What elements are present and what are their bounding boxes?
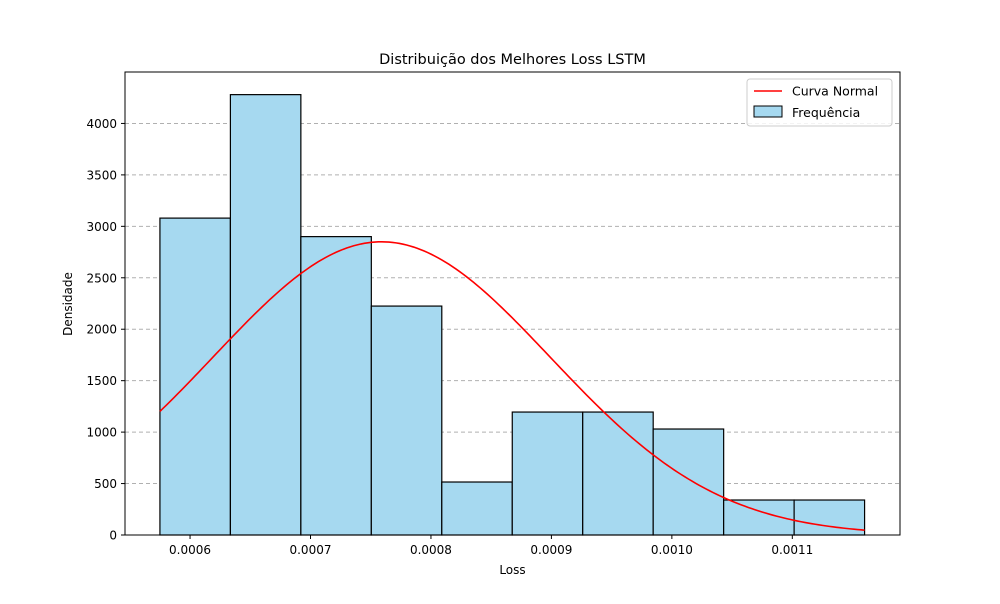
y-tick-label: 3500 [86, 168, 117, 182]
legend-bar-swatch [753, 105, 783, 118]
histogram-bars [159, 94, 866, 536]
legend-label-frequency: Frequência [792, 105, 860, 120]
histogram-bar [300, 236, 372, 536]
y-tick-label: 3000 [86, 220, 117, 234]
x-tick-label: 0.0007 [289, 543, 331, 557]
histogram-bar [652, 428, 725, 536]
x-axis-label: Loss [499, 563, 525, 577]
y-axis-ticks: 0 500 1000 1500 2000 2500 3000 3500 4000 [86, 117, 125, 543]
legend-label-normal-curve: Curva Normal [792, 84, 878, 99]
y-tick-label: 1000 [86, 426, 117, 440]
legend-box [746, 78, 893, 127]
y-tick-label: 2500 [86, 271, 117, 285]
histogram-bar [229, 94, 302, 536]
normal-curve-line [159, 241, 865, 531]
histogram-bar [370, 305, 443, 536]
histogram-bar [441, 481, 513, 536]
x-tick-label: 0.0008 [410, 543, 452, 557]
histogram-bar [582, 411, 654, 536]
normal-curve-layer [159, 241, 865, 531]
y-tick-label: 500 [94, 477, 117, 491]
x-tick-label: 0.0006 [169, 543, 211, 557]
y-tick-label: 2000 [86, 323, 117, 337]
x-axis-ticks: 0.0006 0.0007 0.0008 0.0009 0.0010 0.0011 [169, 535, 813, 557]
plot-frame [124, 71, 901, 536]
y-tick-label: 4000 [86, 117, 117, 131]
y-tick-label: 1500 [86, 374, 117, 388]
histogram-bar [511, 411, 584, 536]
y-axis-label: Densidade [61, 272, 75, 336]
legend: Curva Normal Frequência [746, 78, 893, 127]
x-tick-label: 0.0009 [530, 543, 572, 557]
chart-title: Distribuição dos Melhores Loss LSTM [379, 52, 646, 68]
x-tick-label: 0.0011 [771, 543, 813, 557]
x-tick-label: 0.0010 [651, 543, 693, 557]
y-tick-label: 0 [109, 529, 117, 543]
